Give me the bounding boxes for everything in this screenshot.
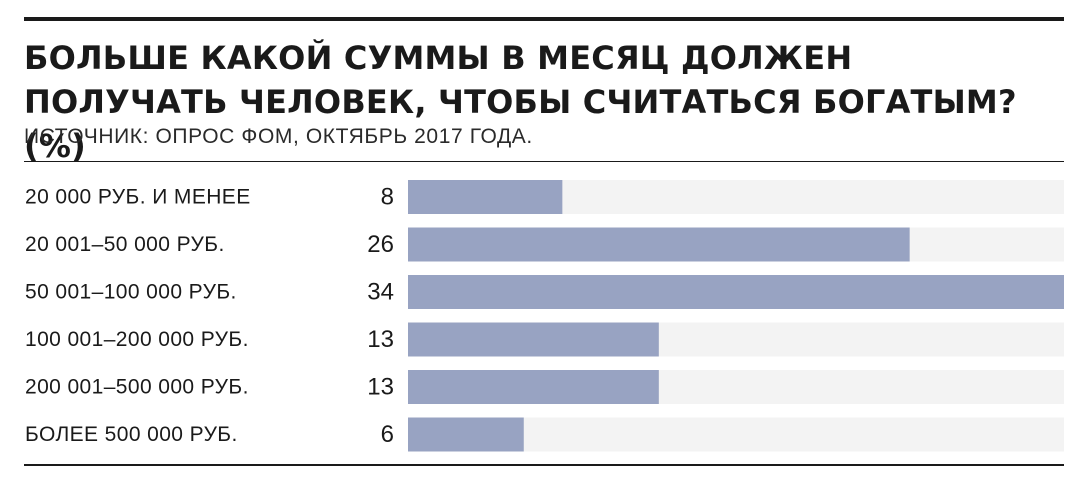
header-divider: [24, 161, 1064, 162]
category-label: 50 001–100 000 РУБ.: [25, 281, 237, 304]
category-label: 100 001–200 000 РУБ.: [25, 328, 249, 351]
bar: [408, 417, 524, 452]
bar: [408, 322, 659, 357]
top-rule: [24, 17, 1064, 21]
category-label: 20 001–50 000 РУБ.: [25, 233, 225, 256]
category-label: 20 000 РУБ. И МЕНЕЕ: [25, 186, 251, 209]
bar: [408, 370, 659, 404]
category-label: БОЛЕЕ 500 000 РУБ.: [25, 423, 238, 446]
bar: [408, 227, 910, 262]
value-label: 13: [367, 326, 394, 353]
bottom-rule: [24, 464, 1064, 466]
value-label: 6: [381, 421, 394, 448]
value-label: 13: [367, 374, 394, 401]
bar: [408, 180, 563, 214]
category-label: 200 001–500 000 РУБ.: [25, 376, 249, 399]
value-label: 34: [367, 279, 394, 306]
value-label: 8: [381, 184, 394, 211]
chart-source: ИСТОЧНИК: ОПРОС ФОМ, ОКТЯБРЬ 2017 ГОДА.: [24, 125, 533, 148]
bar: [408, 275, 1064, 309]
chart-title: БОЛЬШЕ КАКОЙ СУММЫ В МЕСЯЦ ДОЛЖЕН ПОЛУЧА…: [24, 39, 1017, 165]
value-label: 26: [367, 231, 394, 258]
